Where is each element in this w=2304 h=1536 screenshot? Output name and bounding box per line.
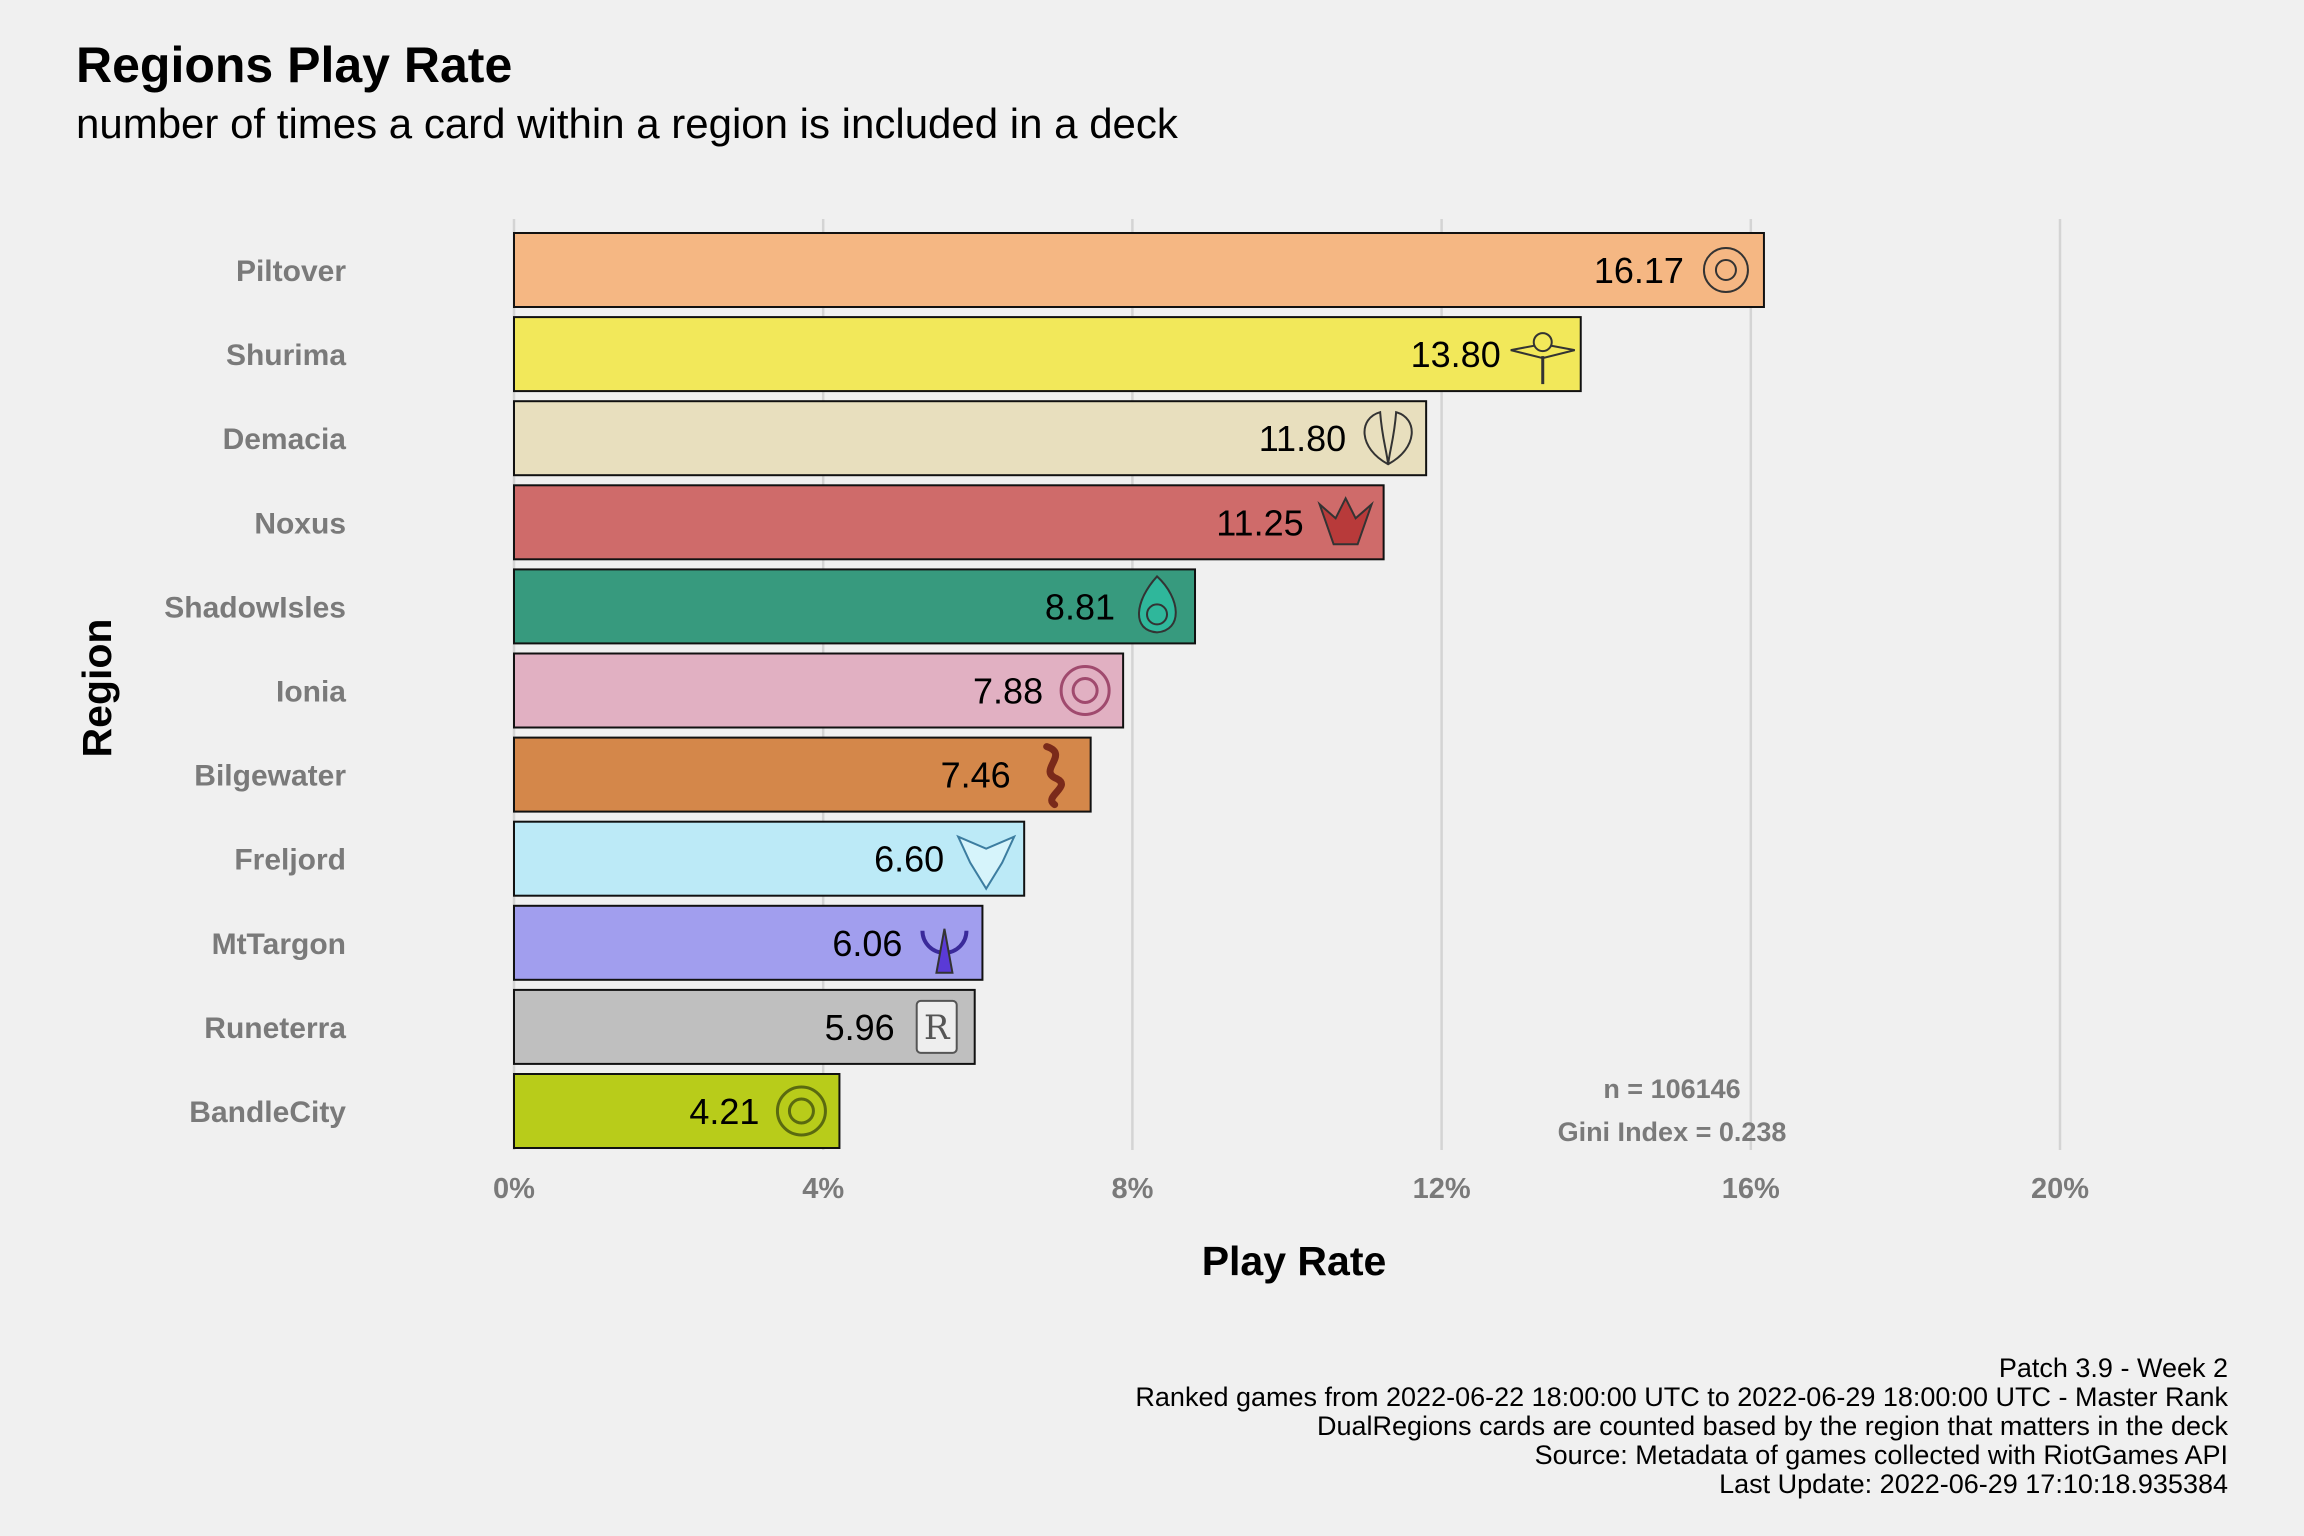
bar-demacia <box>513 400 1428 477</box>
bar-runeterra <box>513 988 976 1065</box>
bar-noxus <box>513 484 1385 561</box>
shadowisles-icon <box>1138 574 1177 634</box>
bars-group: 16.17 13.80 11.80 11.25 8.81 7.88 7.46 6.60 6.06… <box>513 232 1765 1149</box>
x-tick-label: 8% <box>1111 1173 1153 1205</box>
y-tick-label: Piltover <box>236 255 346 288</box>
bilgewater-icon <box>1043 743 1065 809</box>
y-tick-label: BandleCity <box>189 1096 346 1129</box>
caption-update: Last Update: 2022-06-29 17:10:18.935384 <box>1719 1469 2228 1499</box>
data-label: 16.17 <box>1594 250 1684 291</box>
piltover-icon <box>1702 247 1749 293</box>
data-label: 5.96 <box>825 1007 895 1048</box>
data-label: 11.25 <box>1216 502 1303 543</box>
y-tick-label: Demacia <box>223 423 347 456</box>
y-tick-label: Noxus <box>254 507 346 540</box>
bar-freljord <box>513 820 1026 897</box>
bar-piltover <box>513 232 1765 308</box>
data-label: 8.81 <box>1045 586 1115 627</box>
y-axis-title: Region <box>74 619 120 758</box>
bar-bilgewater <box>513 736 1092 813</box>
y-tick-label: ShadowIsles <box>164 591 346 624</box>
bar-mttargon <box>513 904 984 981</box>
x-tick-label: 20% <box>2031 1173 2089 1205</box>
demacia-icon <box>1363 410 1413 466</box>
x-tick-label: 12% <box>1413 1173 1471 1205</box>
x-tick-labels: 0% 4% 8% 12% 16% 20% <box>493 1173 2089 1205</box>
data-label: 13.80 <box>1411 334 1501 375</box>
y-tick-label: Ionia <box>276 676 346 709</box>
shurima-icon <box>1510 332 1575 385</box>
caption-games: Ranked games from 2022-06-22 18:00:00 UT… <box>1135 1382 2228 1412</box>
y-tick-label: Bilgewater <box>194 760 346 793</box>
y-tick-label: Freljord <box>234 844 346 877</box>
bar-shadowisles <box>513 568 1197 645</box>
ionia-icon <box>1059 665 1111 716</box>
x-tick-label: 4% <box>802 1173 844 1205</box>
bar-bandlecity <box>513 1073 841 1149</box>
annotation-n: n = 106146 <box>1603 1074 1740 1104</box>
freljord-icon <box>956 834 1017 891</box>
x-tick-label: 16% <box>1722 1173 1780 1205</box>
data-label: 4.21 <box>689 1091 759 1132</box>
caption-patch: Patch 3.9 - Week 2 <box>1998 1353 2228 1383</box>
bar-ionia <box>513 652 1125 729</box>
chart-subtitle: number of times a card within a region i… <box>76 100 1178 147</box>
runeterra-icon: R <box>915 999 958 1054</box>
mttargon-icon <box>920 928 969 974</box>
chart-title: Regions Play Rate <box>76 37 513 93</box>
y-tick-label: Shurima <box>226 339 346 372</box>
x-axis-title: Play Rate <box>1202 1238 1387 1284</box>
y-tick-labels: Piltover Shurima Demacia Noxus ShadowIsles Io… <box>164 255 346 1129</box>
annotation-gini: Gini Index = 0.238 <box>1558 1117 1787 1147</box>
bandlecity-icon <box>775 1085 827 1137</box>
data-label: 6.06 <box>832 923 902 964</box>
caption: Patch 3.9 - Week 2 Ranked games from 202… <box>1135 1354 2228 1499</box>
svg-text:R: R <box>924 1008 951 1048</box>
caption-dualregions: DualRegions cards are counted based by t… <box>1316 1411 2228 1441</box>
data-label: 11.80 <box>1259 418 1346 459</box>
y-tick-label: MtTargon <box>212 928 346 961</box>
noxus-icon <box>1317 496 1374 546</box>
data-label: 7.88 <box>973 671 1043 712</box>
x-tick-label: 0% <box>493 1173 535 1205</box>
bar-shurima <box>513 316 1582 393</box>
caption-source: Source: Metadata of games collected with… <box>1534 1440 2228 1470</box>
data-label: 6.60 <box>874 839 944 880</box>
y-tick-label: Runeterra <box>204 1012 346 1045</box>
data-label: 7.46 <box>941 755 1011 796</box>
